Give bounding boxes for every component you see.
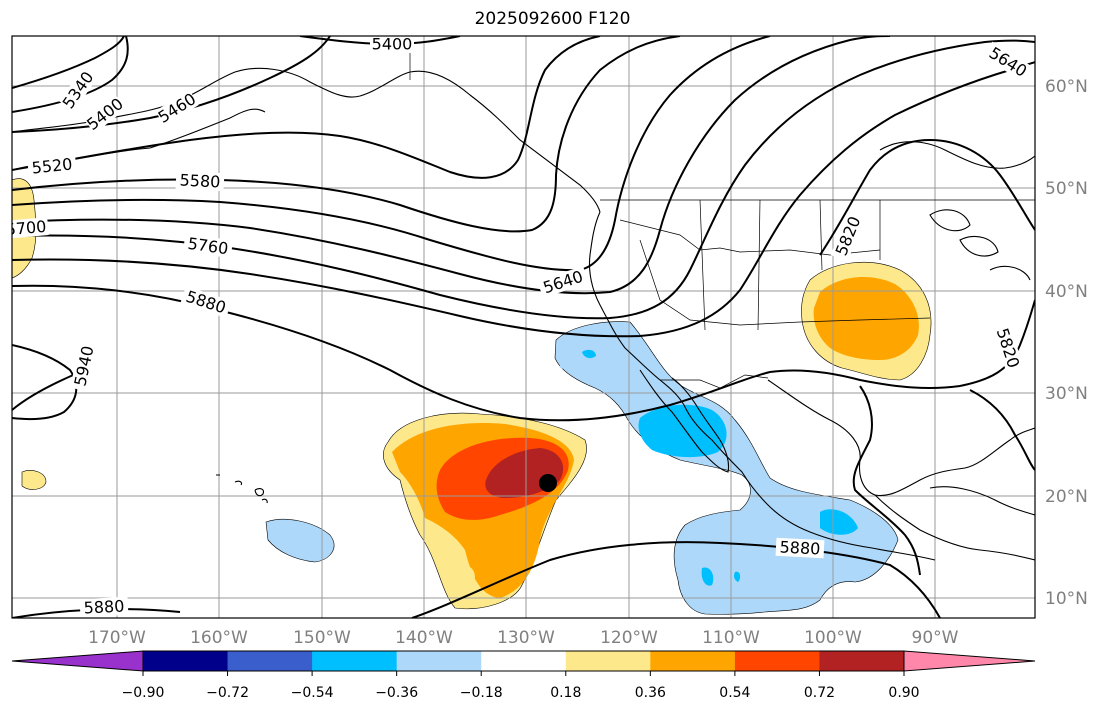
colorbar-tick-label: −0.54	[291, 685, 334, 701]
us-west-coast	[588, 211, 936, 561]
contour-5340	[12, 36, 125, 89]
colorbar-tick-label: −0.72	[206, 685, 249, 701]
lat-label: 60°N	[1045, 77, 1088, 97]
latitude-labels: 60°N 50°N 40°N 30°N 20°N 10°N	[1045, 77, 1088, 609]
contour-label: 5880	[779, 537, 821, 558]
lon-label: 110°W	[702, 628, 760, 648]
colorbar-tick-label: 0.18	[550, 685, 581, 701]
contour-5820-b	[819, 138, 1035, 256]
map-title: 2025092600 F120	[474, 9, 631, 29]
coastlines	[12, 67, 1035, 561]
map-panel: 5340 5400 5400 5460 5520 5580 5640 5640 …	[5, 35, 1035, 618]
contour-5940	[12, 344, 78, 421]
contour-5640	[12, 36, 771, 272]
contour-label: 5880	[83, 596, 125, 617]
colorbar-segment	[143, 651, 229, 671]
lon-label: 100°W	[804, 628, 862, 648]
colorbar-segment	[819, 651, 905, 671]
baja-california	[639, 369, 730, 473]
contour-5760	[12, 39, 1035, 320]
contour-label: 5400	[372, 35, 413, 54]
colorbar-tick-label: −0.36	[375, 685, 418, 701]
colorbar: −0.90 −0.72 −0.54 −0.36 −0.18 0.18 0.36 0.54 0.7…	[11, 650, 1036, 701]
colorbar-segment	[650, 651, 736, 671]
colorbar-tick-label: 0.72	[804, 685, 835, 701]
colorbar-segment	[481, 651, 567, 671]
colorbar-tick-label: 0.54	[719, 685, 750, 701]
contour-label: 5580	[179, 170, 221, 191]
lat-label: 30°N	[1045, 384, 1088, 404]
lat-label: 20°N	[1045, 487, 1088, 507]
lon-label: 120°W	[600, 628, 658, 648]
lon-label: 160°W	[190, 628, 248, 648]
contour-5400-a	[12, 36, 129, 113]
contour-label: 5700	[5, 217, 47, 239]
lon-label: 140°W	[395, 628, 453, 648]
colorbar-segment	[396, 651, 482, 671]
contour-5700	[12, 36, 891, 295]
lat-label: 10°N	[1045, 589, 1088, 609]
colorbar-extend-high	[904, 651, 1035, 671]
colorbar-segment	[734, 651, 820, 671]
contour-5460	[12, 36, 331, 133]
storm-center-marker	[539, 474, 557, 492]
gulf-coast	[767, 379, 1035, 497]
longitude-labels: 170°W 160°W 150°W 140°W 130°W 120°W 110°…	[88, 628, 959, 648]
colorbar-segment	[565, 651, 651, 671]
colorbar-tick-label: 0.90	[888, 685, 919, 701]
contour-label: 5520	[31, 154, 73, 177]
colorbar-tick-label: −0.90	[122, 685, 165, 701]
colorbar-segment	[312, 651, 398, 671]
lon-label: 170°W	[88, 628, 146, 648]
colorbar-extend-low	[12, 651, 143, 671]
lon-label: 150°W	[293, 628, 351, 648]
hawaii-islands	[216, 474, 268, 504]
colorbar-tick-label: −0.18	[460, 685, 503, 701]
colorbar-tick-label: 0.36	[635, 685, 666, 701]
contour-5520	[12, 36, 601, 179]
alaska-coast	[12, 67, 601, 213]
lon-label: 130°W	[497, 628, 555, 648]
lat-label: 50°N	[1045, 179, 1088, 199]
lat-label: 40°N	[1045, 282, 1088, 302]
lon-label: 90°W	[912, 628, 959, 648]
borders	[409, 36, 1035, 389]
contour-5880-b	[959, 299, 1035, 387]
colorbar-segment	[227, 651, 313, 671]
contour-5820-a	[12, 61, 1035, 338]
map-frame	[11, 35, 1036, 619]
plains-anomaly-orange	[813, 277, 919, 360]
